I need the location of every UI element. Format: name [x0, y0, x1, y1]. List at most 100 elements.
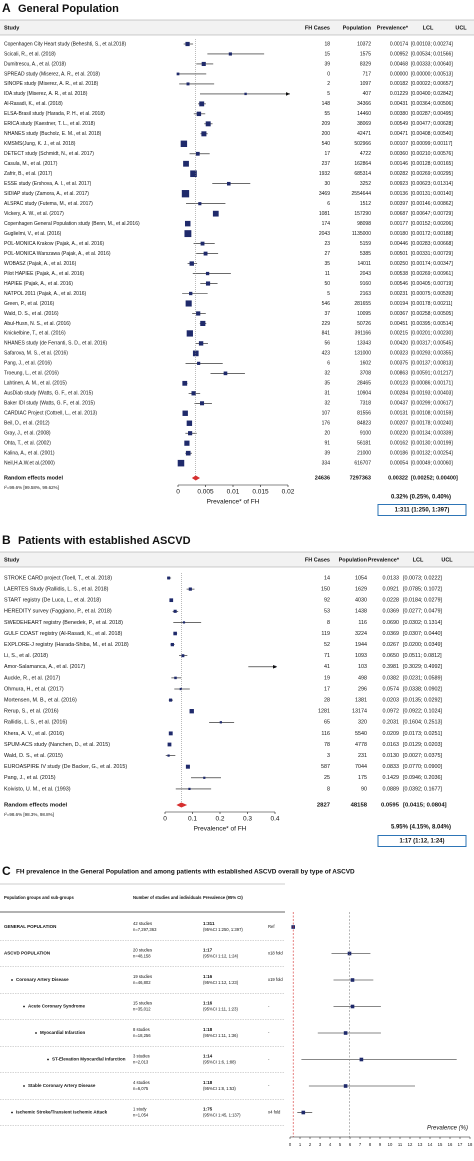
heterogeneity: I²=99.6% [99.58%, 99.62%]: [4, 485, 59, 490]
prevalence-marker: [200, 320, 206, 326]
studies: 15 studies: [133, 1001, 152, 1006]
prevalence-marker: [244, 92, 247, 96]
population: 502966: [354, 141, 371, 147]
prevalence-marker: [191, 391, 196, 396]
study-name: NHANES study (Bucholz, E. M., et al. 201…: [4, 131, 102, 137]
population: 1093: [355, 653, 367, 659]
study-name: Troeung, L., et al. (2016): [4, 371, 59, 377]
prevalence-marker: [176, 72, 180, 76]
group-label: Coronary Artery Disease: [16, 977, 69, 982]
x-tick-label: 12: [408, 1142, 413, 1147]
prevalence-label: 0.00952: [390, 51, 408, 57]
population: 717: [363, 71, 372, 77]
ci-label: [0.00331; 0.00729]: [411, 251, 453, 257]
population: 296: [358, 686, 367, 692]
study-name: Auckle, R., et al. (2017): [4, 675, 61, 681]
study-name: Beil, D., et al. (2012): [4, 421, 50, 427]
prevalence-marker: [223, 371, 228, 376]
fh-cases: 546: [322, 301, 331, 307]
fh-cases: 107: [322, 411, 331, 417]
study-name: Baker IDI study (Watts, G. F., et al. 20…: [4, 401, 95, 407]
study-name: WOBASZ (Pajak, A., et al. 2016): [4, 261, 77, 267]
population: 1575: [360, 51, 371, 57]
population: 1512: [360, 201, 371, 207]
study-name: NATPOL 2011 (Pajak, A., et al. 2016): [4, 291, 87, 297]
group-label: ST-Elevation Myocardial Infarction: [52, 1057, 126, 1062]
study-name: AusDiab study (Watts, G. F., et al. 2015…: [4, 391, 93, 397]
column-header: LCL: [423, 25, 434, 31]
summary-population: 7297363: [350, 475, 371, 481]
prevalence-label: 0.01229: [390, 91, 408, 97]
prevalence-label: 0.0921: [383, 587, 400, 593]
study-name: Pilot HAPIEE (Pajak, A., et al. 2016): [4, 271, 84, 277]
column-header: Population groups and sub-groups: [4, 895, 74, 900]
prevalence-marker: [195, 151, 200, 156]
fh-cases: 0: [327, 71, 330, 77]
prevalence-marker: [188, 587, 192, 591]
fold: -: [268, 1004, 270, 1009]
ratio-ci: (95%CI 1:11, 1:36): [203, 1033, 238, 1038]
x-tick-label: 0.1: [188, 816, 197, 823]
prevalence-label: 0.0209: [383, 731, 400, 737]
prevalence-label: 0.0382: [383, 675, 400, 681]
ci-label: [0.00132; 0.00254]: [411, 451, 453, 457]
column-header: FH Cases: [305, 25, 330, 31]
group-label: Acute Coronary Syndrome: [28, 1004, 86, 1009]
fh-cases: 23: [324, 241, 330, 247]
study-name: HAPIEE (Pajak, A., et al. 2016): [4, 281, 73, 287]
ratio: 1:17: [203, 948, 213, 953]
prevalence-marker: [201, 61, 206, 67]
fh-cases: 1932: [319, 171, 330, 177]
prevalence-marker: [170, 642, 174, 647]
prevalence-marker: [189, 261, 194, 266]
prevalence-label: 0.00136: [390, 191, 408, 197]
population: 2163: [360, 291, 371, 297]
fh-cases: 91: [324, 441, 330, 447]
population: 391166: [355, 331, 372, 337]
prevalence-marker: [203, 251, 208, 256]
prevalence-marker: [203, 776, 206, 779]
ci-label: [0.0173; 0.0251]: [403, 731, 442, 737]
studies: 42 studies: [133, 921, 152, 926]
ci-label: [0.00022; 0.00657]: [411, 81, 453, 87]
fh-cases: 148: [322, 101, 331, 107]
population: 5385: [360, 251, 371, 257]
study-name: ERICA study (Kaestner, T. L., et al. 201…: [4, 121, 95, 127]
fh-cases: 19: [324, 675, 330, 681]
group-label: GENERAL POPULATION: [4, 924, 56, 929]
ci-label: [0.00405; 0.00719]: [411, 281, 453, 287]
x-tick-label: 7: [359, 1142, 362, 1147]
population: 2043: [360, 271, 371, 277]
study-name: POL-MONICA Krakow (Pajak, A., et al. 201…: [4, 241, 104, 247]
population: 4778: [355, 742, 367, 748]
bullet: [23, 1085, 25, 1087]
ci-label: [0.00172; 0.00188]: [411, 231, 453, 237]
prevalence-label: 0.0650: [383, 653, 400, 659]
prevalence-marker: [343, 1031, 348, 1035]
prevalence-marker: [185, 450, 191, 456]
fh-cases: 237: [322, 161, 331, 167]
ci-label: [0.0135; 0.0292]: [403, 698, 442, 704]
ratio-box: [377, 835, 467, 847]
fh-cases: 3469: [319, 191, 330, 197]
x-tick-label: 4: [329, 1142, 332, 1147]
fh-cases: 30: [324, 181, 330, 187]
fold: -: [268, 1030, 270, 1035]
x-tick-label: 13: [418, 1142, 423, 1147]
prevalence-marker: [350, 1004, 355, 1009]
studies: 20 studies: [133, 948, 152, 953]
fh-cases: 209: [322, 121, 331, 127]
study-name: Green, P., et al. (2016): [4, 301, 55, 307]
ci-label: [0.0027; 0.0375]: [403, 753, 442, 759]
individuals: n=6,075: [133, 1086, 149, 1091]
ci-label: [0.00086; 0.00171]: [411, 381, 453, 387]
x-tick-label: 3: [319, 1142, 322, 1147]
prevalence-label: 0.00231: [390, 291, 408, 297]
x-axis-label: Prevalence (%): [427, 1126, 468, 1132]
population: 4722: [360, 151, 371, 157]
prevalence-label: 0.1429: [383, 775, 400, 781]
fh-cases: 92: [324, 598, 330, 604]
x-tick-label: 8: [369, 1142, 372, 1147]
fh-cases: 6: [327, 361, 330, 367]
x-tick-label: 17: [458, 1142, 463, 1147]
